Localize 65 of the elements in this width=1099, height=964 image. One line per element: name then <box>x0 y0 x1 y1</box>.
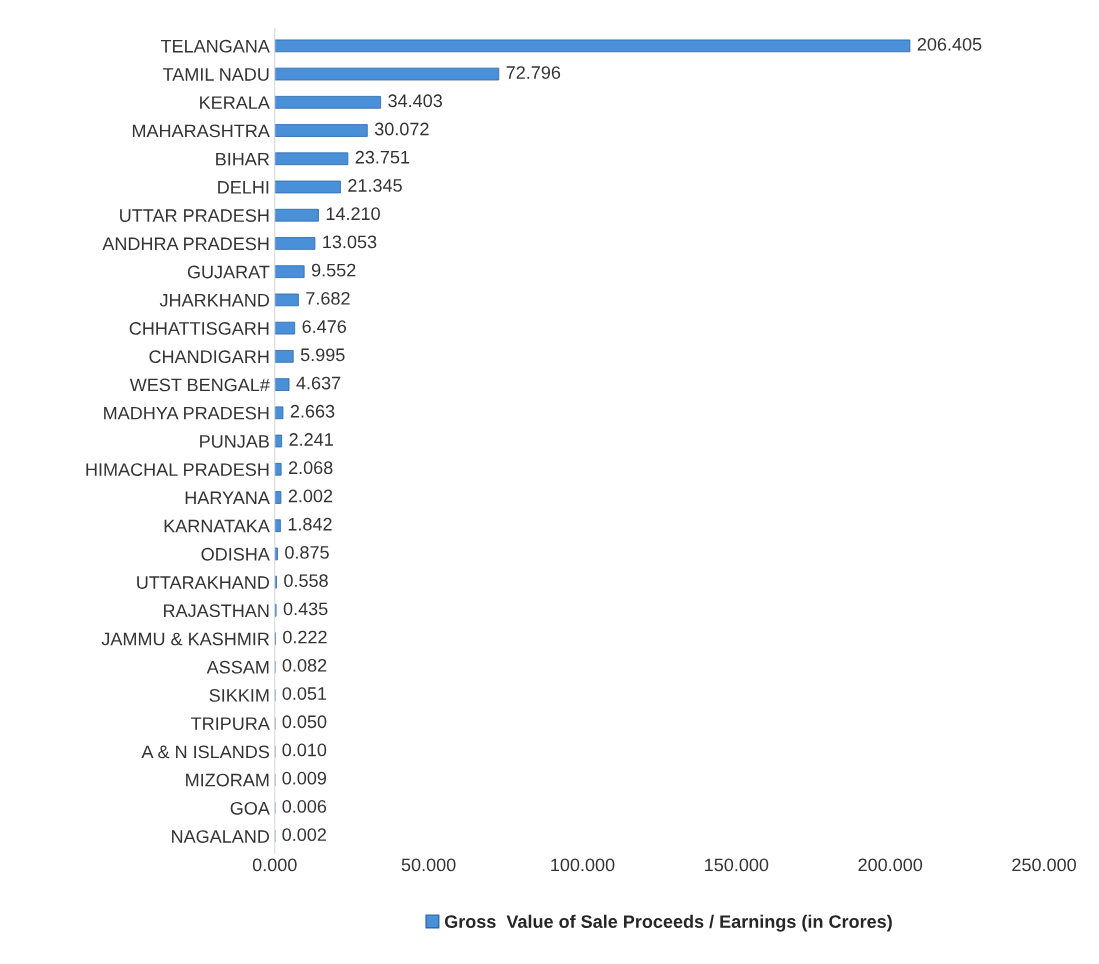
y-tick-label: MAHARASHTRA <box>132 124 270 138</box>
y-tick-label: CHANDIGARH <box>149 350 269 364</box>
data-label: 2.068 <box>288 461 333 475</box>
y-tick-label: ASSAM <box>206 660 269 674</box>
y-tick-label: GOA <box>230 801 270 815</box>
data-label: 0.082 <box>282 658 327 672</box>
data-label: 14.210 <box>326 207 380 221</box>
y-tick-label: TAMIL NADU <box>162 68 269 81</box>
y-tick-label: KERALA <box>200 96 270 109</box>
data-label: 0.050 <box>282 715 327 729</box>
data-label: 23.751 <box>355 150 410 164</box>
data-label: 0.051 <box>282 687 327 700</box>
y-tick-label: RAJASTHAN <box>164 604 269 618</box>
data-label: 0.009 <box>282 771 327 785</box>
data-label: 7.682 <box>306 291 350 305</box>
data-label: 1.842 <box>288 517 332 531</box>
y-tick-label: CHHATTISGARH <box>129 322 269 335</box>
y-tick-label: ODISHA <box>201 547 270 561</box>
y-tick-label: ANDHRA PRADESH <box>102 237 269 251</box>
y-tick-label: TRIPURA <box>191 717 270 731</box>
y-tick-label: JAMMU & KASHMIR <box>101 632 270 646</box>
data-label: 2.663 <box>290 404 335 418</box>
y-tick-label: UTTAR PRADESH <box>120 209 269 222</box>
data-label: 0.010 <box>282 743 327 757</box>
data-label: 0.222 <box>283 630 327 644</box>
x-tick-label: 200.000 <box>858 858 923 872</box>
data-label: 2.002 <box>288 489 333 503</box>
data-label: 206.405 <box>917 37 982 51</box>
data-label: 0.006 <box>282 800 327 813</box>
y-tick-label: WEST BENGAL# <box>129 378 270 392</box>
data-label: 0.558 <box>284 574 328 588</box>
y-tick-label: NAGALAND <box>172 830 270 843</box>
y-tick-label: MADHYA PRADESH <box>104 406 269 420</box>
y-tick-label: PUNJAB <box>200 435 269 448</box>
y-tick-label: HARYANA <box>185 491 270 505</box>
y-tick-label: DELHI <box>218 181 269 194</box>
data-label: 21.345 <box>348 179 402 192</box>
y-tick-label: MIZORAM <box>186 773 269 787</box>
data-label: 34.403 <box>388 94 442 108</box>
data-label: 72.796 <box>506 66 561 79</box>
legend-label: Gross Value of Sale Proceeds / Earnings (in Crores) <box>444 914 892 932</box>
data-label: 9.552 <box>311 263 356 277</box>
data-label: 0.002 <box>282 828 326 842</box>
y-tick-label: BIHAR <box>216 152 270 166</box>
y-tick-label: JHARKHAND <box>159 294 270 307</box>
data-label: 5.995 <box>300 348 345 362</box>
x-tick-label: 150.000 <box>705 858 769 872</box>
data-label: 4.637 <box>296 376 341 390</box>
y-tick-label: UTTARAKHAND <box>137 576 270 589</box>
y-tick-label: A & N ISLANDS <box>141 745 270 759</box>
y-tick-label: TELANGANA <box>160 39 270 53</box>
x-tick-label: 0.000 <box>252 858 297 872</box>
x-tick-label: 100.000 <box>551 858 615 872</box>
data-label: 13.053 <box>323 235 377 249</box>
data-label: 30.072 <box>374 122 429 136</box>
x-tick-label: 50.000 <box>401 858 456 872</box>
data-label: 0.875 <box>285 546 329 559</box>
x-tick-label: 250.000 <box>1012 858 1076 872</box>
data-label: 0.435 <box>283 602 328 616</box>
data-label: 2.241 <box>289 433 333 446</box>
y-tick-label: GUJARAT <box>187 265 270 279</box>
y-tick-label: HIMACHAL PRADESH <box>86 463 269 476</box>
data-label: 6.476 <box>302 320 347 333</box>
y-tick-label: SIKKIM <box>209 689 269 702</box>
y-tick-label: KARNATAKA <box>164 519 270 533</box>
